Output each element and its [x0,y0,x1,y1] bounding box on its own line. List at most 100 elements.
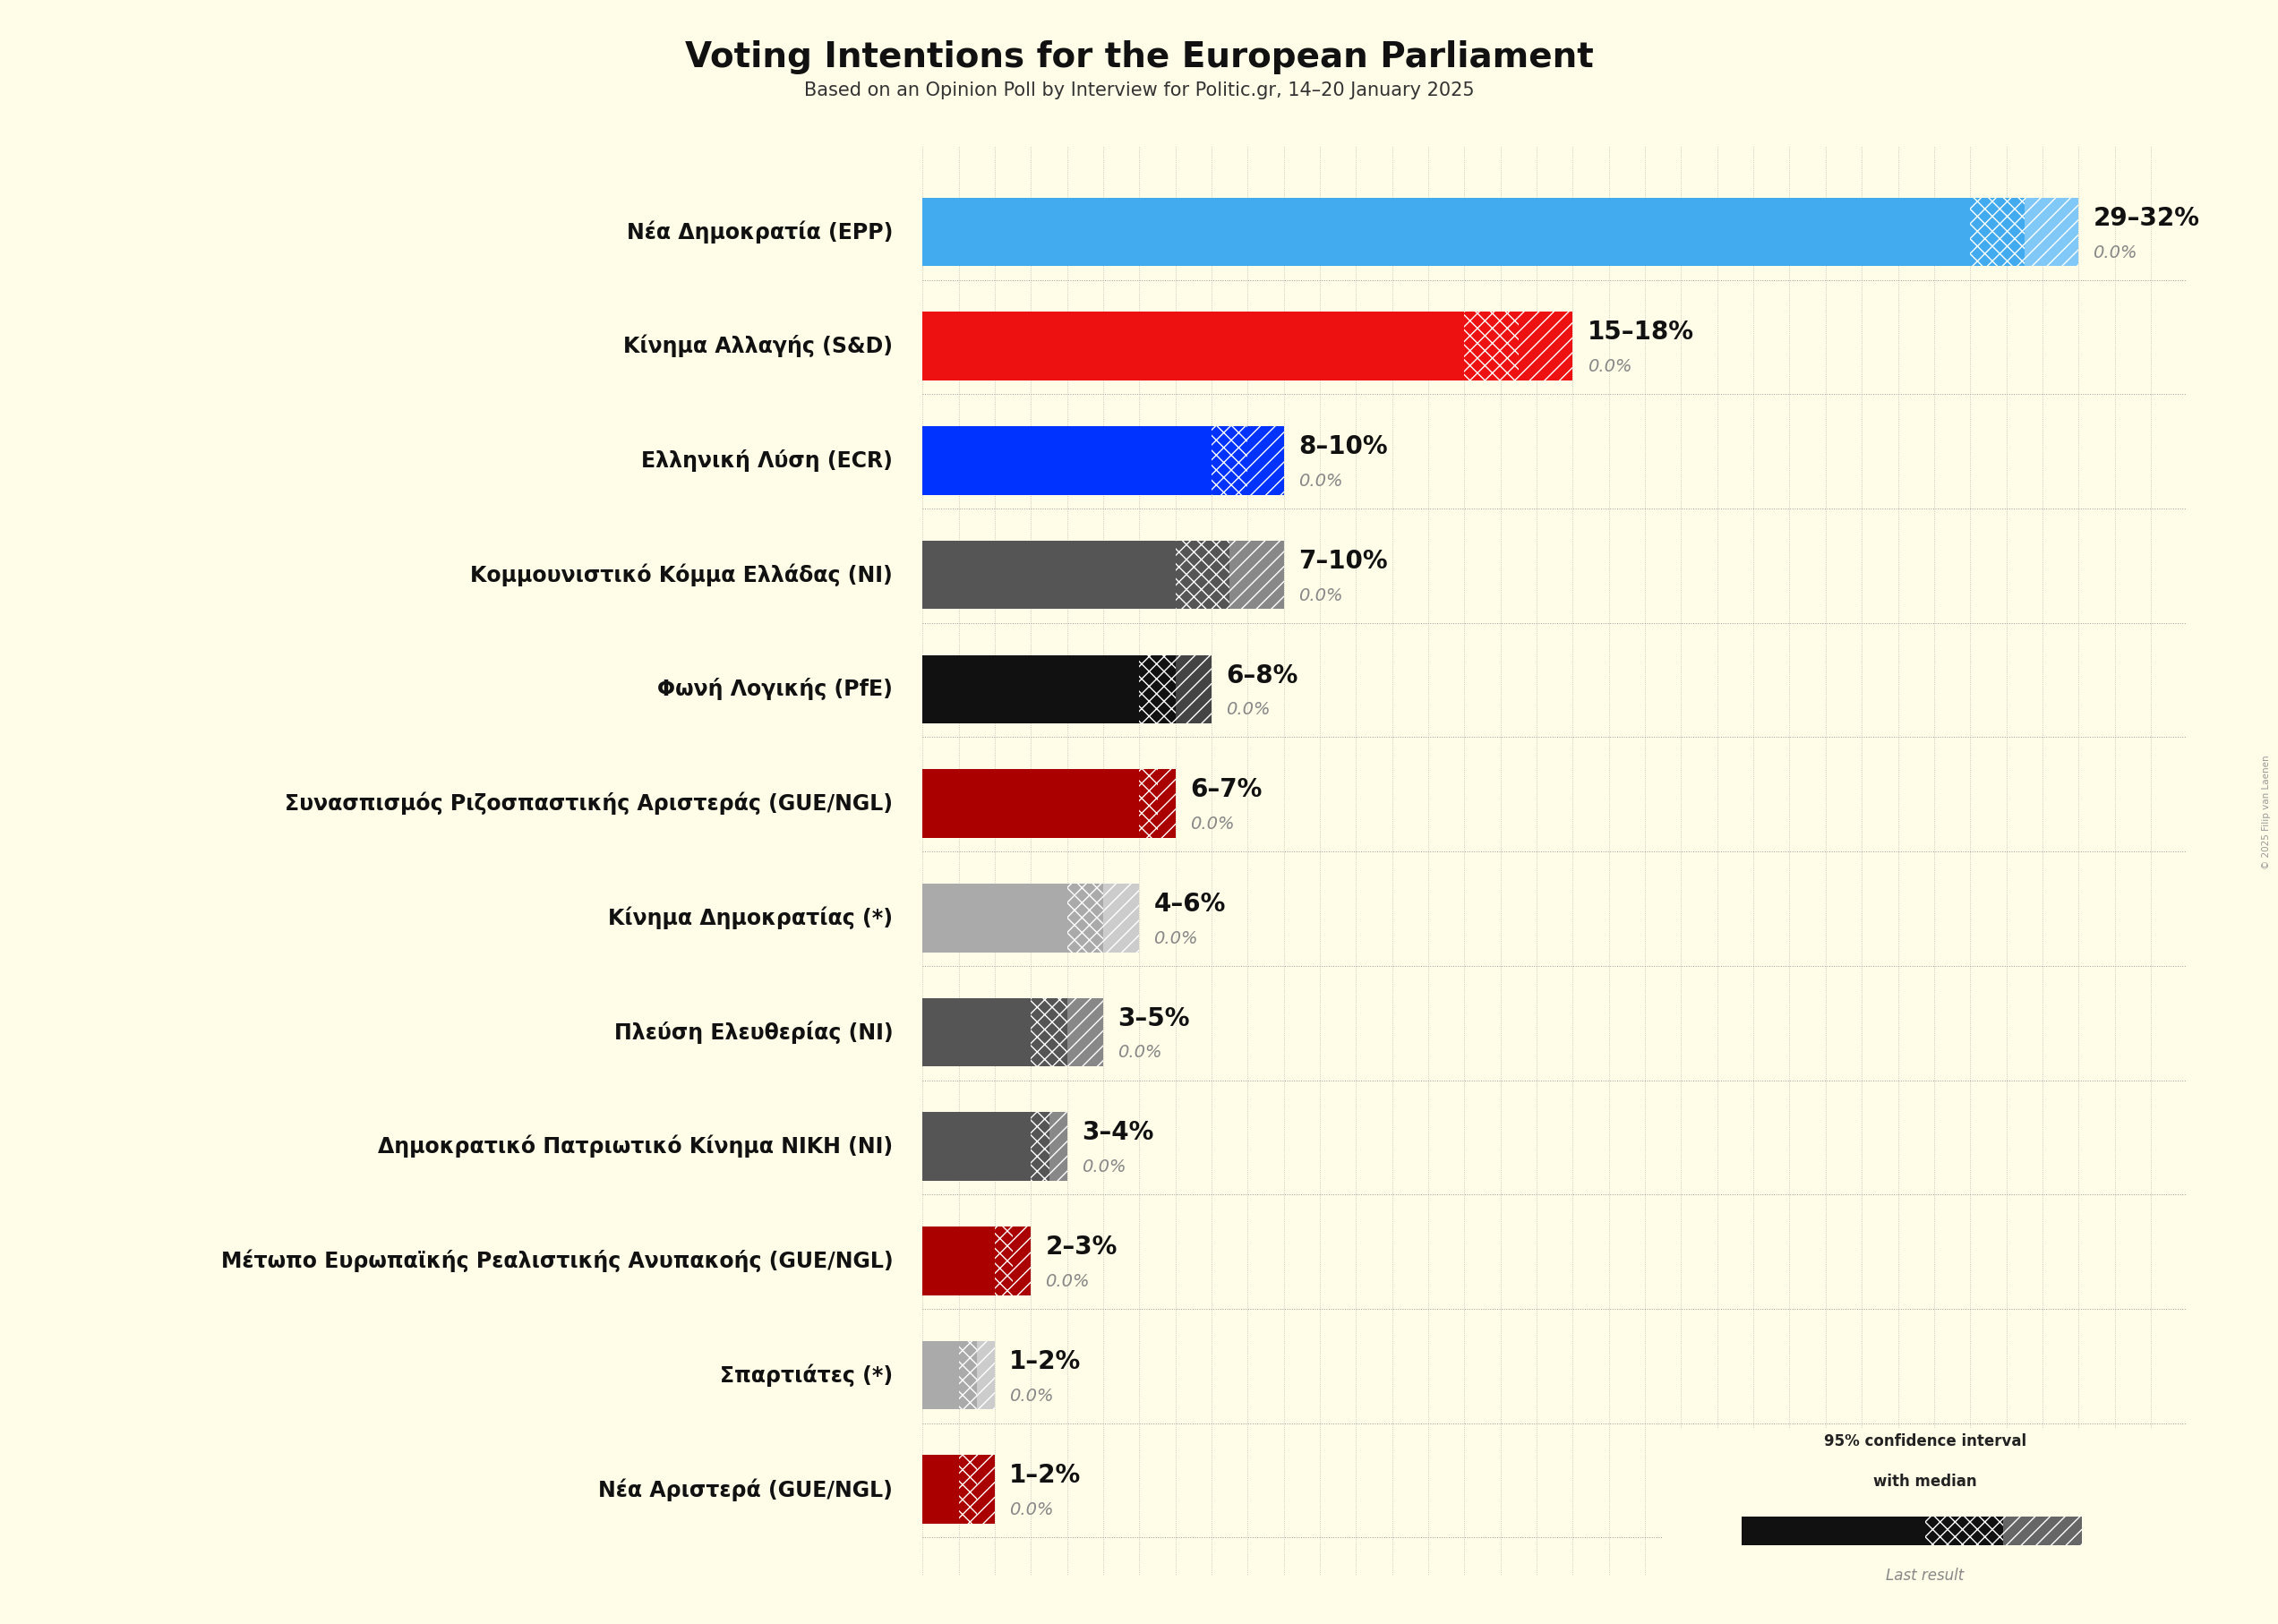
Bar [923,883,1066,952]
Text: 8–10%: 8–10% [1298,434,1387,460]
Text: 15–18%: 15–18% [1588,320,1695,344]
Text: with median: with median [1873,1475,1977,1489]
Text: Δημοκρατικό Πατριωτικό Κίνημα ΝΙΚΗ (NI): Δημοκρατικό Πατριωτικό Κίνημα ΝΙΚΗ (NI) [378,1135,893,1158]
Text: Πλεύση Ελευθερίας (NI): Πλεύση Ελευθερίας (NI) [615,1021,893,1044]
Bar [977,1341,995,1410]
Bar [1157,770,1175,838]
Text: 6–8%: 6–8% [1226,663,1298,689]
Text: 0.0%: 0.0% [1189,815,1235,833]
Bar [923,997,1032,1067]
Bar [1139,654,1175,724]
Bar [1103,883,1139,952]
Text: 0.0%: 0.0% [1226,702,1271,718]
Bar [2005,1517,2082,1544]
Text: 1–2%: 1–2% [1009,1463,1082,1488]
Bar [1139,770,1157,838]
Text: Νέα Αριστερά (GUE/NGL): Νέα Αριστερά (GUE/NGL) [599,1478,893,1501]
Bar [1066,997,1103,1067]
Text: 0.0%: 0.0% [1588,359,1631,375]
Bar [1139,770,1157,838]
Bar [1175,654,1212,724]
Text: 0.0%: 0.0% [1082,1158,1125,1176]
Bar [2025,198,2078,266]
Text: Φωνή Λογικής (PfE): Φωνή Λογικής (PfE) [658,679,893,700]
Bar [1139,654,1175,724]
Text: Ελληνική Λύση (ECR): Ελληνική Λύση (ECR) [642,450,893,471]
Text: 0.0%: 0.0% [1153,931,1198,947]
Bar [923,1341,959,1410]
Text: Voting Intentions for the European Parliament: Voting Intentions for the European Parli… [686,41,1592,75]
Text: 95% confidence interval: 95% confidence interval [1825,1432,2025,1449]
Bar [1230,541,1285,609]
Bar [923,425,1212,495]
Bar [1066,883,1103,952]
Bar [1230,541,1285,609]
Text: Nέα Δημοκρατία (EPP): Nέα Δημοκρατία (EPP) [626,221,893,244]
Text: 7–10%: 7–10% [1298,549,1387,573]
Bar [1157,770,1175,838]
Bar [1519,312,1572,380]
Bar [995,1226,1014,1296]
Bar [1519,312,1572,380]
Bar [923,1112,1032,1181]
Bar [1066,883,1103,952]
Text: 6–7%: 6–7% [1189,778,1262,802]
Bar [1465,312,1519,380]
Bar [1740,1517,1925,1544]
Bar [1032,997,1066,1067]
Text: 2–3%: 2–3% [1046,1234,1118,1260]
Bar [923,198,1970,266]
Text: © 2025 Filip van Laenen: © 2025 Filip van Laenen [2262,755,2271,869]
Bar [977,1455,995,1523]
Text: Κίνημα Δημοκρατίας (*): Κίνημα Δημοκρατίας (*) [608,906,893,929]
Text: Based on an Opinion Poll by Interview for Politic.gr, 14–20 January 2025: Based on an Opinion Poll by Interview fo… [804,81,1474,99]
Bar [995,1226,1014,1296]
Text: Κομμουνιστικό Κόμμα Ελλάδας (NI): Κομμουνιστικό Κόμμα Ελλάδας (NI) [472,564,893,586]
Bar [2025,198,2078,266]
Text: Κίνημα Αλλαγής (S&D): Κίνημα Αλλαγής (S&D) [624,335,893,357]
Bar [977,1455,995,1523]
Text: 3–4%: 3–4% [1082,1121,1153,1145]
Bar [1970,198,2025,266]
Bar [959,1341,977,1410]
Bar [1970,198,2025,266]
Bar [1014,1226,1032,1296]
Text: 0.0%: 0.0% [1298,586,1342,604]
Bar [1050,1112,1066,1181]
Bar [959,1341,977,1410]
Bar [1066,997,1103,1067]
Bar [1032,1112,1050,1181]
Text: 0.0%: 0.0% [1298,473,1342,490]
Text: Last result: Last result [1886,1567,1964,1583]
Bar [1248,425,1285,495]
Text: Σπαρτιάτες (*): Σπαρτιάτες (*) [720,1364,893,1387]
Bar [923,1226,995,1296]
Bar [2005,1517,2082,1544]
Bar [1925,1517,2005,1544]
Text: 0.0%: 0.0% [1009,1387,1055,1405]
Bar [1248,425,1285,495]
Bar [1032,1112,1050,1181]
Bar [1175,541,1230,609]
Text: 0.0%: 0.0% [1009,1502,1055,1518]
Bar [1465,312,1519,380]
Bar [959,1455,977,1523]
Bar [923,541,1175,609]
Text: Μέτωπο Ευρωπαϊκής Ρεαλιστικής Ανυπακοής (GUE/NGL): Μέτωπο Ευρωπαϊκής Ρεαλιστικής Ανυπακοής … [221,1249,893,1272]
Text: 29–32%: 29–32% [2093,206,2201,231]
Text: 3–5%: 3–5% [1118,1005,1189,1031]
Text: 0.0%: 0.0% [1046,1273,1089,1289]
Bar [1175,541,1230,609]
Bar [1212,425,1248,495]
Text: Συνασπισμός Ριζοσπαστικής Αριστεράς (GUE/NGL): Συνασπισμός Ριζοσπαστικής Αριστεράς (GUE… [285,793,893,815]
Bar [923,654,1139,724]
Text: 4–6%: 4–6% [1153,892,1226,916]
Text: 0.0%: 0.0% [2093,244,2137,261]
Bar [923,770,1139,838]
Bar [1032,997,1066,1067]
Bar [1925,1517,2005,1544]
Bar [1212,425,1248,495]
Bar [1103,883,1139,952]
Text: 1–2%: 1–2% [1009,1350,1082,1374]
Bar [959,1455,977,1523]
